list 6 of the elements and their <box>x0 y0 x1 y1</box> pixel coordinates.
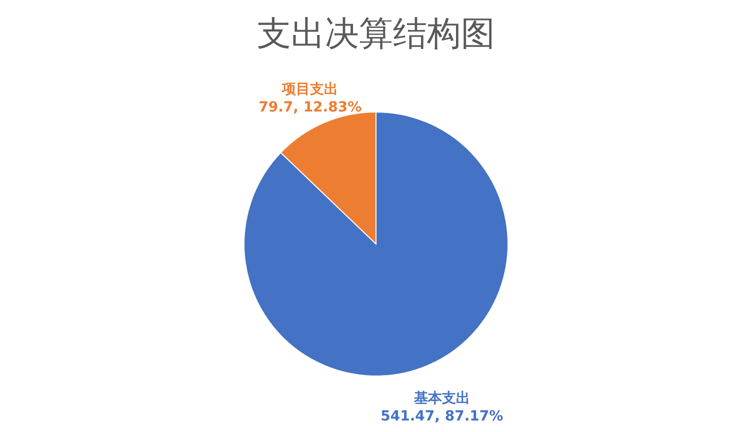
pie-slice <box>244 112 508 376</box>
data-label: 541.47, 87.17% <box>380 408 504 425</box>
slice-label: 基本支出 <box>412 390 470 407</box>
chart-title: 支出决算结构图 <box>257 14 495 54</box>
data-label: 79.7, 12.83% <box>258 99 362 116</box>
slice-label: 项目支出 <box>281 81 338 98</box>
